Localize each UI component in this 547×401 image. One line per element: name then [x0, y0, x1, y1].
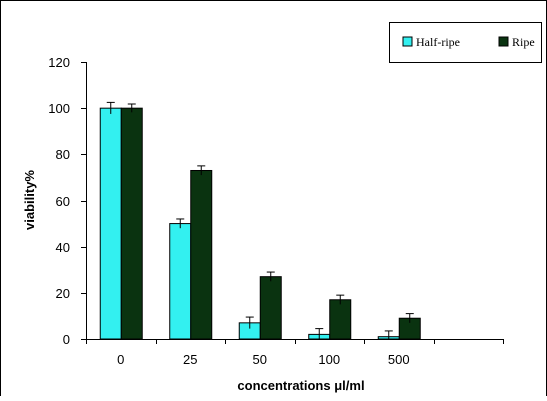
- y-tick-label: 20: [56, 286, 70, 301]
- y-tick-label: 60: [56, 194, 70, 209]
- bars: [99, 101, 421, 340]
- legend-box: [389, 22, 542, 63]
- legend-swatch-ripe: [498, 36, 509, 47]
- x-tick-label: 500: [388, 352, 410, 367]
- y-tick-label: 120: [48, 55, 70, 70]
- legend-label-ripe: Ripe: [512, 35, 535, 49]
- legend-swatch-half-ripe: [402, 36, 413, 47]
- y-tick-label: 100: [48, 101, 70, 116]
- axes: 0 20 40 60 80 100 120 0 25 50 100 500: [48, 55, 504, 367]
- x-tick-label: 25: [183, 352, 197, 367]
- y-axis-title: viability%: [22, 170, 37, 230]
- x-axis-title: concentrations μl/ml: [237, 378, 364, 393]
- bar-ripe: [259, 276, 282, 340]
- bar-ripe: [329, 299, 352, 340]
- legend-label-half-ripe: Half-ripe: [416, 35, 460, 49]
- x-tick-label: 100: [318, 352, 340, 367]
- y-tick-label: 0: [63, 332, 70, 347]
- bar-half-ripe: [169, 223, 192, 340]
- x-tick-label: 50: [253, 352, 267, 367]
- y-tick-label: 80: [56, 147, 70, 162]
- bar-ripe: [190, 169, 213, 340]
- y-tick-label: 40: [56, 240, 70, 255]
- bar-ripe: [120, 107, 143, 340]
- legend: Half-ripe Ripe: [389, 22, 542, 63]
- x-tick-label: 0: [117, 352, 124, 367]
- bar-half-ripe: [99, 107, 122, 340]
